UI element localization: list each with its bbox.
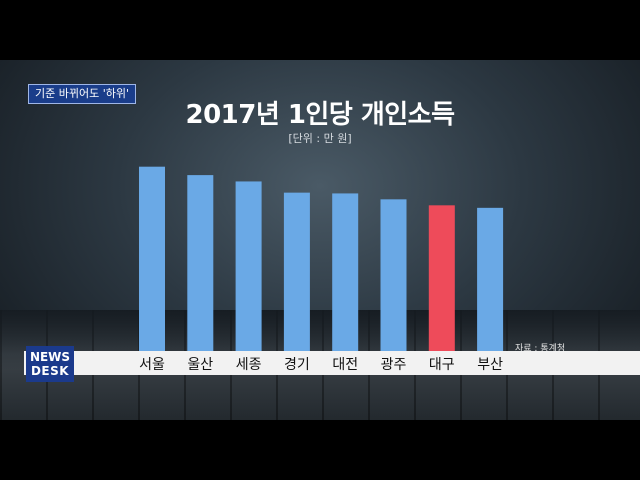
chart-frame: 기준 바뀌어도 '하위' 2017년 1인당 개인소득 [단위 : 만 원] 자… <box>0 60 640 420</box>
bar-7 <box>477 207 504 351</box>
news-tag: 기준 바뀌어도 '하위' <box>28 84 137 104</box>
source-label: 자료 : 통계청 <box>515 344 566 354</box>
bar-6 <box>428 205 455 351</box>
news-desk-logo: NEWS DESK <box>26 346 74 382</box>
bar-3 <box>283 192 310 351</box>
bar-0 <box>139 166 165 351</box>
chart-title: 2017년 1인당 개인소득 <box>185 100 456 130</box>
category-strip <box>24 351 640 375</box>
bar-2 <box>235 181 262 351</box>
bar-chart <box>139 166 504 351</box>
bar-1 <box>187 175 214 351</box>
bar-5 <box>380 199 407 351</box>
bar-4 <box>332 193 359 351</box>
logo-line-1: NEWS <box>29 350 71 364</box>
logo-line-2: DESK <box>30 364 70 378</box>
chart-unit-label: [단위 : 만 원] <box>288 132 352 145</box>
